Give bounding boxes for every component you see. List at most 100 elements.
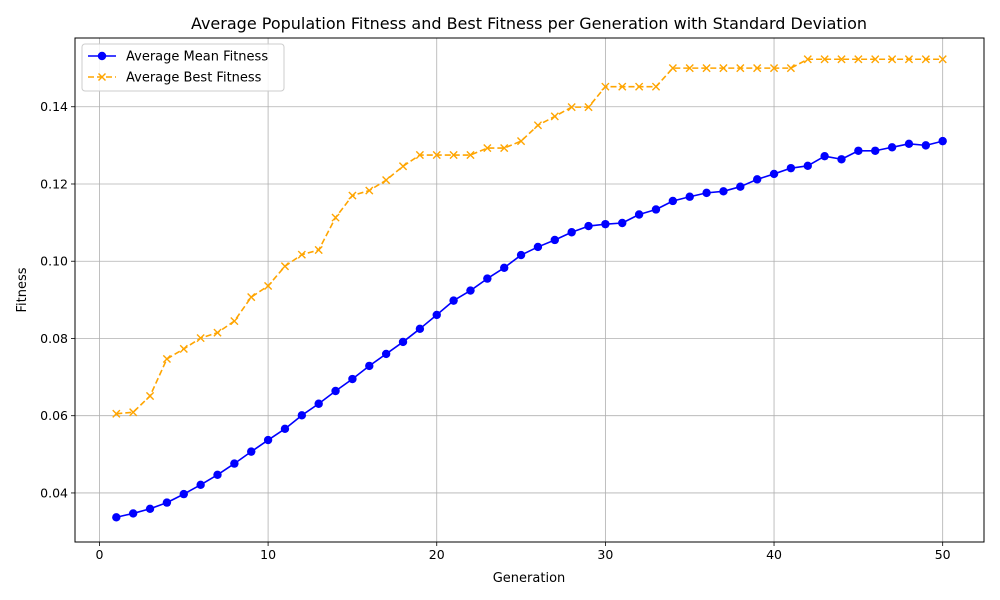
data-point bbox=[466, 150, 475, 160]
legend: Average Mean Fitness Average Best Fitnes… bbox=[81, 43, 285, 92]
data-point bbox=[753, 64, 762, 73]
data-point bbox=[736, 64, 745, 73]
x-axis-label: Generation bbox=[493, 571, 566, 586]
data-point bbox=[247, 447, 256, 456]
data-point bbox=[921, 141, 931, 150]
data-point bbox=[381, 349, 391, 359]
series-average-best-fitness bbox=[112, 55, 947, 418]
data-point bbox=[483, 143, 492, 153]
data-point bbox=[516, 250, 526, 260]
data-point bbox=[466, 286, 475, 295]
data-point bbox=[550, 112, 559, 121]
data-point bbox=[651, 82, 661, 91]
data-point bbox=[112, 409, 121, 418]
data-point bbox=[449, 296, 458, 305]
data-point bbox=[516, 137, 526, 146]
data-point bbox=[213, 328, 222, 337]
data-point bbox=[398, 337, 408, 347]
series-line bbox=[116, 140, 943, 519]
data-point bbox=[162, 354, 172, 364]
data-point bbox=[280, 424, 290, 434]
data-point bbox=[145, 504, 155, 513]
data-point bbox=[668, 64, 677, 73]
data-point bbox=[635, 82, 644, 91]
data-point bbox=[567, 228, 576, 237]
data-point bbox=[331, 213, 340, 222]
data-point bbox=[719, 187, 728, 196]
x-tick-label: 30 bbox=[597, 547, 613, 562]
legend-marker-best bbox=[98, 73, 106, 81]
data-point bbox=[331, 386, 340, 396]
data-point bbox=[584, 221, 593, 231]
data-point bbox=[314, 399, 323, 408]
data-point bbox=[601, 82, 610, 91]
series-layer bbox=[112, 55, 947, 522]
data-point bbox=[129, 408, 138, 417]
data-point bbox=[904, 139, 914, 149]
x-axis-ticks: 0 10 20 30 40 50 bbox=[95, 542, 951, 562]
data-point bbox=[348, 374, 357, 384]
data-point bbox=[803, 55, 812, 64]
data-point bbox=[702, 188, 711, 198]
data-point bbox=[533, 242, 543, 252]
data-point bbox=[854, 146, 863, 155]
data-point bbox=[449, 150, 458, 160]
data-point bbox=[500, 263, 509, 272]
data-point bbox=[179, 489, 188, 499]
data-point bbox=[837, 155, 846, 164]
data-point bbox=[500, 143, 509, 153]
data-point bbox=[752, 175, 762, 184]
data-point bbox=[769, 169, 779, 179]
data-point bbox=[112, 513, 121, 522]
data-point bbox=[854, 55, 863, 64]
y-tick-label: 0.08 bbox=[40, 331, 68, 346]
data-point bbox=[432, 310, 441, 320]
grid bbox=[75, 38, 984, 542]
data-point bbox=[398, 162, 408, 171]
data-point bbox=[904, 55, 914, 64]
data-point bbox=[247, 293, 256, 302]
data-point bbox=[820, 151, 829, 161]
data-point bbox=[618, 82, 627, 91]
data-point bbox=[786, 64, 795, 73]
legend-marker-mean bbox=[97, 51, 107, 61]
data-point bbox=[719, 64, 728, 73]
y-tick-label: 0.06 bbox=[40, 408, 68, 423]
data-point bbox=[803, 161, 812, 171]
data-point bbox=[871, 55, 880, 64]
data-point bbox=[145, 391, 155, 401]
data-point bbox=[230, 316, 239, 326]
data-point bbox=[618, 218, 627, 228]
data-point bbox=[601, 219, 610, 229]
series-line bbox=[116, 58, 943, 415]
data-point bbox=[297, 411, 307, 420]
y-axis-label: Fitness bbox=[15, 267, 30, 312]
data-point bbox=[382, 176, 391, 185]
y-tick-label: 0.10 bbox=[40, 254, 68, 269]
data-point bbox=[415, 150, 424, 160]
data-point bbox=[365, 361, 374, 371]
data-point bbox=[651, 205, 661, 214]
data-point bbox=[820, 55, 829, 64]
x-tick-label: 20 bbox=[429, 547, 445, 562]
data-point bbox=[584, 103, 593, 112]
y-axis-ticks: 0.04 0.06 0.08 0.10 0.12 0.14 bbox=[40, 99, 75, 500]
plot-area-frame bbox=[74, 37, 985, 543]
data-point bbox=[685, 64, 694, 73]
data-point bbox=[128, 509, 138, 518]
data-point bbox=[196, 333, 205, 343]
data-point bbox=[483, 274, 492, 283]
data-point bbox=[871, 146, 880, 155]
data-point bbox=[887, 143, 897, 152]
data-point bbox=[567, 103, 576, 112]
data-point bbox=[162, 498, 172, 507]
x-tick-label: 10 bbox=[260, 547, 276, 562]
data-point bbox=[887, 55, 897, 64]
data-point bbox=[432, 150, 441, 160]
data-point bbox=[938, 55, 947, 64]
chart-title: Average Population Fitness and Best Fitn… bbox=[191, 14, 867, 33]
data-point bbox=[668, 196, 678, 206]
data-point bbox=[533, 121, 543, 130]
